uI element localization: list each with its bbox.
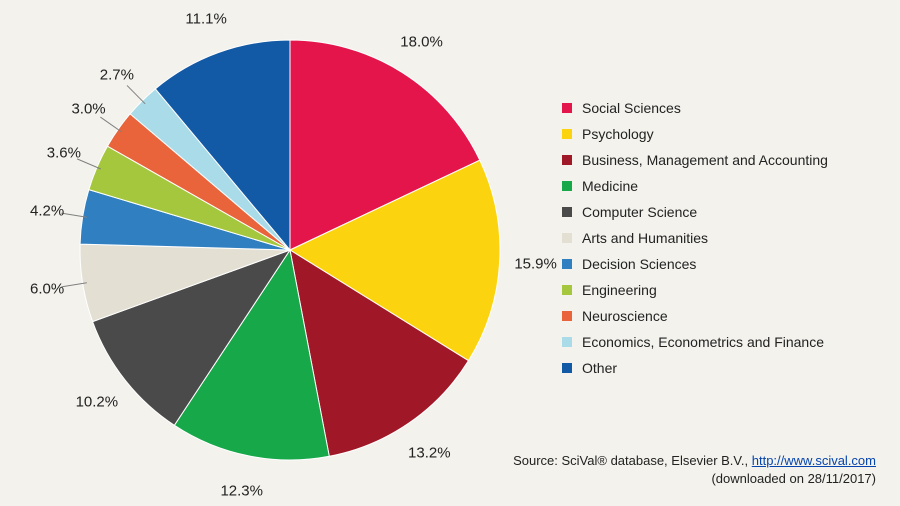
legend-label: Other bbox=[582, 360, 617, 376]
legend-label: Computer Science bbox=[582, 204, 697, 220]
legend-item: Economics, Econometrics and Finance bbox=[562, 334, 882, 350]
slice-pct-label: 13.2% bbox=[408, 444, 451, 461]
legend-label: Psychology bbox=[582, 126, 654, 142]
slice-pct-label: 10.2% bbox=[76, 394, 119, 411]
legend-swatch bbox=[562, 155, 572, 165]
legend-item: Arts and Humanities bbox=[562, 230, 882, 246]
slice-pct-label: 12.3% bbox=[220, 483, 263, 500]
slice-pct-label: 15.9% bbox=[514, 255, 557, 272]
legend-item: Neuroscience bbox=[562, 308, 882, 324]
slice-pct-label: 18.0% bbox=[400, 34, 443, 51]
slice-pct-label: 2.7% bbox=[100, 67, 134, 84]
slice-pct-label: 6.0% bbox=[30, 281, 64, 298]
legend-swatch bbox=[562, 337, 572, 347]
legend-label: Social Sciences bbox=[582, 100, 681, 116]
legend-swatch bbox=[562, 259, 572, 269]
legend-item: Social Sciences bbox=[562, 100, 882, 116]
legend-swatch bbox=[562, 285, 572, 295]
legend-item: Medicine bbox=[562, 178, 882, 194]
legend-swatch bbox=[562, 181, 572, 191]
slice-pct-label: 3.0% bbox=[71, 100, 105, 117]
legend-swatch bbox=[562, 207, 572, 217]
legend-label: Economics, Econometrics and Finance bbox=[582, 334, 824, 350]
chart-container: Social Sciences Psychology Business, Manag… bbox=[0, 0, 900, 506]
legend-item: Computer Science bbox=[562, 204, 882, 220]
legend-label: Neuroscience bbox=[582, 308, 668, 324]
legend-swatch bbox=[562, 311, 572, 321]
slice-pct-label: 3.6% bbox=[47, 145, 81, 162]
legend-swatch bbox=[562, 129, 572, 139]
legend-item: Psychology bbox=[562, 126, 882, 142]
slice-pct-label: 4.2% bbox=[30, 202, 64, 219]
legend-item: Engineering bbox=[562, 282, 882, 298]
legend-label: Business, Management and Accounting bbox=[582, 152, 828, 168]
source-suffix: (downloaded on 28/11/2017) bbox=[711, 471, 876, 486]
legend-label: Medicine bbox=[582, 178, 638, 194]
legend-item: Business, Management and Accounting bbox=[562, 152, 882, 168]
legend-label: Decision Sciences bbox=[582, 256, 696, 272]
legend-label: Engineering bbox=[582, 282, 657, 298]
source-citation: Source: SciVal® database, Elsevier B.V.,… bbox=[513, 452, 876, 488]
legend-item: Decision Sciences bbox=[562, 256, 882, 272]
legend-label: Arts and Humanities bbox=[582, 230, 708, 246]
source-link[interactable]: http://www.scival.com bbox=[752, 453, 876, 468]
legend-swatch bbox=[562, 363, 572, 373]
legend: Social Sciences Psychology Business, Manag… bbox=[562, 100, 882, 386]
legend-swatch bbox=[562, 233, 572, 243]
slice-pct-label: 11.1% bbox=[185, 10, 226, 27]
legend-item: Other bbox=[562, 360, 882, 376]
legend-swatch bbox=[562, 103, 572, 113]
source-prefix: Source: SciVal® database, Elsevier B.V., bbox=[513, 453, 752, 468]
